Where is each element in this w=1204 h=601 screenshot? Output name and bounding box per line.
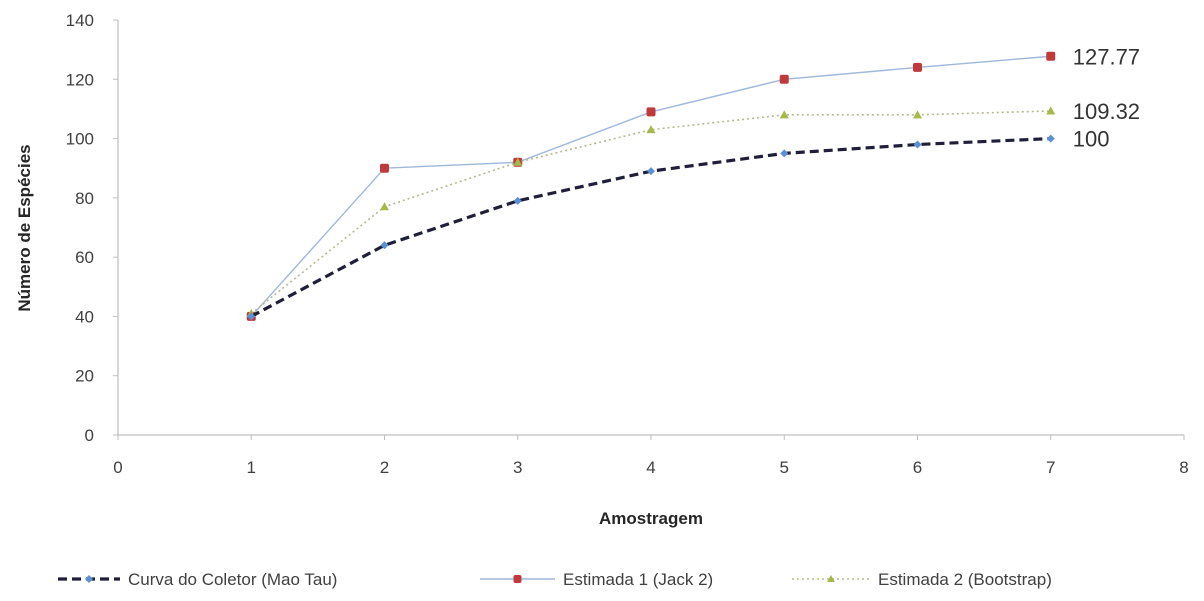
series-3-point <box>779 110 789 119</box>
series-3-point <box>513 157 523 166</box>
y-axis-title: Número de Espécies <box>15 144 34 311</box>
series-3-point <box>913 110 922 119</box>
series-1-point <box>513 196 522 205</box>
x-tick-label: 7 <box>1046 458 1055 477</box>
series-1-point <box>647 167 655 176</box>
x-tick-label: 2 <box>380 458 389 477</box>
y-tick-label: 80 <box>75 189 94 208</box>
legend-label: Estimada 2 (Bootstrap) <box>878 570 1052 589</box>
series-2-point <box>646 107 656 117</box>
series-1-point <box>247 312 256 321</box>
series-2-point <box>913 62 922 72</box>
x-tick-label: 8 <box>1179 458 1188 477</box>
series-layer <box>246 51 1056 321</box>
series-3-point <box>380 202 389 211</box>
series-2-line <box>250 55 1051 317</box>
series-3-point <box>646 125 656 134</box>
series-2-point <box>1046 51 1056 61</box>
series-3-point <box>1046 106 1056 115</box>
legend-swatch-marker <box>827 575 835 582</box>
x-tick-label: 3 <box>513 458 522 477</box>
y-tick-label: 100 <box>66 130 94 149</box>
x-tick-label: 6 <box>913 458 922 477</box>
legend-item-3: Estimada 2 (Bootstrap) <box>792 570 1052 589</box>
series-1-point <box>1046 134 1055 143</box>
y-tick-label: 0 <box>85 426 94 445</box>
y-tick-label: 20 <box>75 367 94 386</box>
series-2 <box>246 51 1056 321</box>
series-3-end-label: 109.32 <box>1073 99 1140 124</box>
series-1-point <box>380 241 389 250</box>
x-axis-title: Amostragem <box>599 509 703 528</box>
series-3 <box>246 106 1056 317</box>
series-2-end-label: 127.77 <box>1073 44 1140 69</box>
y-tick-label: 140 <box>66 11 94 30</box>
legend-label: Curva do Coletor (Mao Tau) <box>128 570 337 589</box>
legend: Curva do Coletor (Mao Tau) Estimada 1 (Ja… <box>58 570 1052 589</box>
legend-item-2: Estimada 1 (Jack 2) <box>480 570 713 589</box>
x-tick-label: 0 <box>113 458 122 477</box>
y-tick-label: 120 <box>66 70 94 89</box>
series-1-line <box>250 136 1051 318</box>
legend-item-1: Curva do Coletor (Mao Tau) <box>58 570 337 589</box>
series-2-point <box>380 163 389 173</box>
x-tick-label: 4 <box>646 458 655 477</box>
x-tick-label: 1 <box>247 458 256 477</box>
series-2-point <box>779 74 789 84</box>
x-tick-label: 5 <box>780 458 789 477</box>
series-1-end-label: 100 <box>1073 127 1110 152</box>
legend-label: Estimada 1 (Jack 2) <box>563 570 713 589</box>
series-1 <box>247 134 1055 321</box>
end-labels: 100 127.77 109.32 <box>1073 44 1140 151</box>
legend-swatch-marker <box>85 575 93 583</box>
series-3-line <box>250 110 1051 315</box>
legend-swatch-marker <box>513 575 522 583</box>
x-axis: 0 1 2 3 4 5 6 7 8 <box>113 434 1189 477</box>
series-1-point <box>913 140 922 149</box>
series-1-point <box>780 149 789 158</box>
y-axis: 0 20 40 60 80 100 120 140 <box>66 11 119 445</box>
y-tick-label: 60 <box>75 248 94 267</box>
y-tick-label: 40 <box>75 307 94 326</box>
